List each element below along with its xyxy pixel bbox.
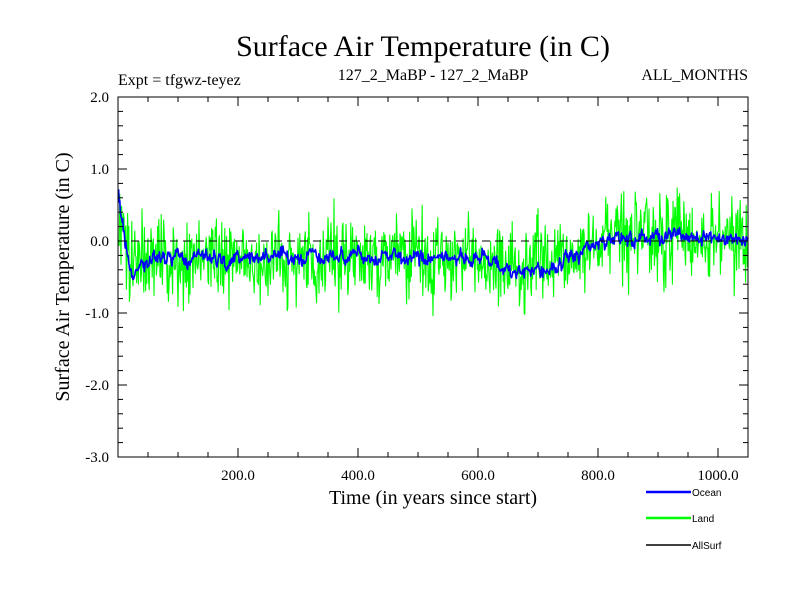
land-series-layer <box>118 187 749 317</box>
y-tick-label: 2.0 <box>90 90 109 106</box>
y-tick-label: 1.0 <box>90 162 109 178</box>
y-tick-label: -1.0 <box>85 306 109 322</box>
x-tick-label: 800.0 <box>581 468 615 484</box>
experiment-label: Expt = tfgwz-teyez <box>118 72 241 89</box>
ocean-series-line <box>117 189 749 281</box>
land-series-line <box>118 187 749 317</box>
y-tick-label: 0.0 <box>90 234 109 250</box>
axis-ticks: 200.0 400.0 600.0 800.0 1000.0 -3.0 -2.0 -1.0 0.… <box>85 90 749 484</box>
y-tick-label: -2.0 <box>85 378 109 394</box>
x-tick-label: 600.0 <box>461 468 495 484</box>
y-tick-label: -3.0 <box>85 450 109 466</box>
chart-title: Surface Air Temperature (in C) <box>236 30 610 63</box>
x-tick-label: 200.0 <box>221 468 255 484</box>
ocean-series-layer <box>117 189 749 281</box>
plot-frame <box>117 96 749 458</box>
x-axis-label: Time (in years since start) <box>329 487 537 509</box>
y-axis-label: Surface Air Temperature (in C) <box>52 152 74 401</box>
x-tick-label: 1000.0 <box>697 468 738 484</box>
legend: Ocean Land AllSurf <box>646 488 722 552</box>
x-tick-label: 400.0 <box>341 468 375 484</box>
legend-ocean-label: Ocean <box>692 488 721 499</box>
legend-allsurf-label: AllSurf <box>692 541 722 552</box>
legend-land-label: Land <box>692 514 714 525</box>
period-label: 127_2_MaBP - 127_2_MaBP <box>338 67 529 84</box>
months-label: ALL_MONTHS <box>641 67 748 84</box>
